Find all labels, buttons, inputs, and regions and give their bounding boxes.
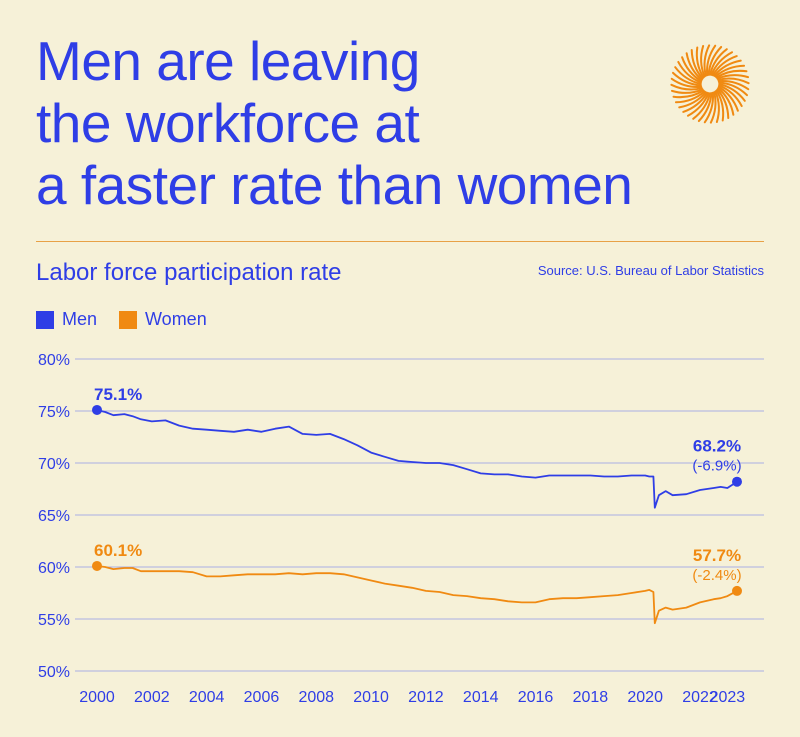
legend-item-women: Women <box>119 309 207 330</box>
logo-ray <box>717 85 739 112</box>
logo-ray <box>707 45 723 76</box>
series-line-men <box>96 409 738 509</box>
logo-ray <box>672 89 705 99</box>
logo-ray <box>692 92 712 120</box>
logo-ray <box>682 91 709 113</box>
title-line-1: Men are leaving <box>36 30 420 92</box>
logo-ray <box>674 90 706 104</box>
y-tick-label: 50% <box>38 664 70 681</box>
logo-ray <box>717 77 750 85</box>
logo-ray <box>670 77 703 89</box>
logo-ray <box>674 66 702 86</box>
change-label-women: (-2.4%) <box>692 567 741 584</box>
page-title: Men are leaving the workforce at a faste… <box>36 30 696 216</box>
logo-ray <box>714 90 720 124</box>
x-tick-label: 2004 <box>189 689 225 706</box>
x-tick-label: 2000 <box>79 689 115 706</box>
legend-label-men: Men <box>62 309 98 329</box>
logo-ray <box>715 89 725 122</box>
title-line-3: a faster rate than women <box>36 154 633 216</box>
logo-ray <box>718 82 746 102</box>
x-tick-label: 2002 <box>134 689 170 706</box>
y-tick-label: 55% <box>38 612 70 629</box>
x-tick-label: 2010 <box>353 689 389 706</box>
logo-ray <box>718 84 743 108</box>
logo-ray <box>703 91 715 124</box>
series-line-women <box>96 565 738 625</box>
header-divider <box>36 241 764 242</box>
logo-ray <box>711 55 738 77</box>
logo-ray <box>670 88 704 94</box>
logo-ray <box>715 69 748 79</box>
start-point-men <box>92 404 102 415</box>
logo-ray <box>686 92 710 117</box>
logo-ray <box>671 71 702 87</box>
x-tick-label: 2018 <box>573 689 609 706</box>
x-tick-label: 2006 <box>244 689 280 706</box>
x-tick-label: 2022 <box>682 689 718 706</box>
logo-ray <box>713 59 742 77</box>
x-tick-label: 2023 <box>710 689 746 706</box>
logo-ray <box>697 92 713 123</box>
logo-ray <box>703 44 711 77</box>
change-label-men: (-6.9%) <box>692 458 741 475</box>
logo-ray <box>716 88 730 120</box>
start-label-women: 60.1% <box>94 541 142 560</box>
logo-ray <box>710 51 734 76</box>
logo-ray <box>670 83 703 91</box>
end-point-women <box>732 585 742 596</box>
x-tick-label: 2020 <box>627 689 663 706</box>
logo-ray <box>709 91 717 124</box>
y-tick-label: 60% <box>38 560 70 577</box>
sunburst-logo-icon <box>670 44 750 124</box>
x-tick-label: 2014 <box>463 689 499 706</box>
logo-ray <box>677 60 702 84</box>
x-tick-label: 2016 <box>518 689 554 706</box>
x-tick-label: 2012 <box>408 689 444 706</box>
logo-ray <box>718 81 749 97</box>
end-label-women: 57.7% <box>693 546 741 565</box>
chart-legend: Men Women <box>36 309 229 330</box>
legend-swatch-men <box>36 310 54 329</box>
legend-item-men: Men <box>36 309 97 330</box>
y-tick-label: 70% <box>38 456 70 473</box>
y-tick-label: 75% <box>38 404 70 421</box>
logo-ray <box>685 52 703 81</box>
legend-label-women: Women <box>145 309 207 329</box>
logo-ray <box>705 44 717 77</box>
logo-ray <box>716 74 750 80</box>
title-line-2: the workforce at <box>36 92 420 154</box>
source-note: Source: U.S. Bureau of Labor Statistics <box>537 263 764 278</box>
logo-ray <box>695 46 705 79</box>
x-tick-label: 2008 <box>298 689 334 706</box>
logo-ray <box>690 48 704 80</box>
logo-ray <box>714 64 746 78</box>
logo-ray <box>717 87 735 116</box>
logo-ray <box>678 91 707 109</box>
start-label-men: 75.1% <box>94 385 142 404</box>
chart-subtitle: Labor force participation rate <box>36 259 342 286</box>
logo-ray <box>700 44 706 78</box>
y-tick-label: 65% <box>38 508 70 525</box>
legend-swatch-women <box>119 310 138 329</box>
end-label-men: 68.2% <box>693 437 741 456</box>
logo-ray <box>717 79 750 91</box>
end-point-men <box>732 476 742 487</box>
y-tick-label: 80% <box>38 352 70 369</box>
logo-ray <box>708 48 728 76</box>
start-point-women <box>92 560 102 571</box>
logo-ray <box>681 56 703 83</box>
